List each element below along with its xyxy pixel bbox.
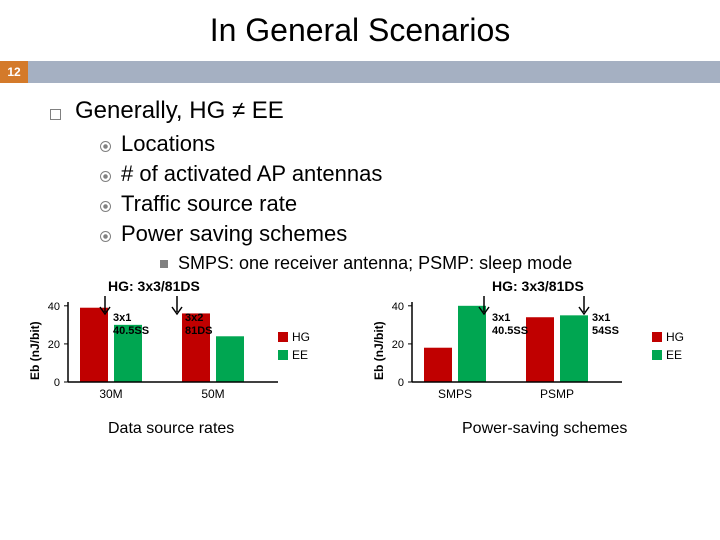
circle-bullet-icon <box>100 171 111 182</box>
heading-l1: Generally, HG ≠ EE <box>50 97 690 125</box>
svg-text:20: 20 <box>48 339 60 351</box>
slide-title: In General Scenarios <box>0 0 720 49</box>
page-number: 12 <box>0 61 28 83</box>
bullet-l2: Traffic source rate <box>100 191 690 217</box>
chart-left: HG: 3x3/81DS 0 20 40 30M 50M HG EE Eb (nJ/bit)… <box>18 280 338 450</box>
heading-text: Generally, HG ≠ EE <box>75 97 284 125</box>
svg-text:SMPS: SMPS <box>438 387 472 401</box>
chart-right-xlabel: Power-saving schemes <box>462 420 627 438</box>
circle-bullet-icon <box>100 201 111 212</box>
l2-text: Power saving schemes <box>121 221 347 247</box>
chart-left-ann1: 3x140.5SS <box>113 312 149 337</box>
bullet-l2: # of activated AP antennas <box>100 161 690 187</box>
filled-square-bullet-icon <box>160 260 168 268</box>
svg-text:HG: HG <box>292 330 310 344</box>
chart-left-ann2: 3x281DS <box>185 312 213 337</box>
svg-text:HG: HG <box>666 330 684 344</box>
chart-left-xlabel: Data source rates <box>108 420 234 438</box>
content: Generally, HG ≠ EE Locations # of activa… <box>0 83 720 274</box>
svg-text:40: 40 <box>48 301 60 313</box>
svg-text:0: 0 <box>54 377 60 389</box>
chart-right-ylabel: Eb (nJ/bit) <box>372 321 386 380</box>
l3-text: SMPS: one receiver antenna; PSMP: sleep … <box>178 253 572 274</box>
arrow-down-icon <box>477 296 491 318</box>
arrow-down-icon <box>170 296 184 318</box>
bar-fill <box>28 61 720 83</box>
l2-text: Locations <box>121 131 215 157</box>
arrow-down-icon <box>577 296 591 318</box>
svg-text:PSMP: PSMP <box>540 387 574 401</box>
chart-right-hg-label: HG: 3x3/81DS <box>492 278 584 294</box>
svg-text:EE: EE <box>292 348 308 362</box>
l2-text: Traffic source rate <box>121 191 297 217</box>
chart-left-hg-label: HG: 3x3/81DS <box>108 278 200 294</box>
circle-bullet-icon <box>100 231 111 242</box>
l2-text: # of activated AP antennas <box>121 161 382 187</box>
chart-right: HG: 3x3/81DS 0 20 40 SMPS PSMP HG EE Eb (nJ/bi… <box>362 280 702 450</box>
chart-right-ann2: 3x154SS <box>592 312 619 337</box>
bullet-l3: SMPS: one receiver antenna; PSMP: sleep … <box>160 253 690 274</box>
svg-text:0: 0 <box>398 377 404 389</box>
chart-left-ylabel: Eb (nJ/bit) <box>28 321 42 380</box>
arrow-down-icon <box>98 296 112 318</box>
square-bullet-icon <box>50 109 61 120</box>
svg-text:EE: EE <box>666 348 682 362</box>
chart-right-ann1: 3x140.5SS <box>492 312 528 337</box>
chart-right-svg: 0 20 40 SMPS PSMP HG EE <box>362 280 702 430</box>
svg-text:30M: 30M <box>99 387 122 401</box>
svg-text:20: 20 <box>392 339 404 351</box>
bullet-l2: Locations <box>100 131 690 157</box>
circle-bullet-icon <box>100 141 111 152</box>
pagenum-bar: 12 <box>0 61 720 83</box>
svg-text:40: 40 <box>392 301 404 313</box>
charts-row: HG: 3x3/81DS 0 20 40 30M 50M HG EE Eb (nJ/bit)… <box>0 274 720 450</box>
bullet-l2: Power saving schemes <box>100 221 690 247</box>
svg-text:50M: 50M <box>201 387 224 401</box>
